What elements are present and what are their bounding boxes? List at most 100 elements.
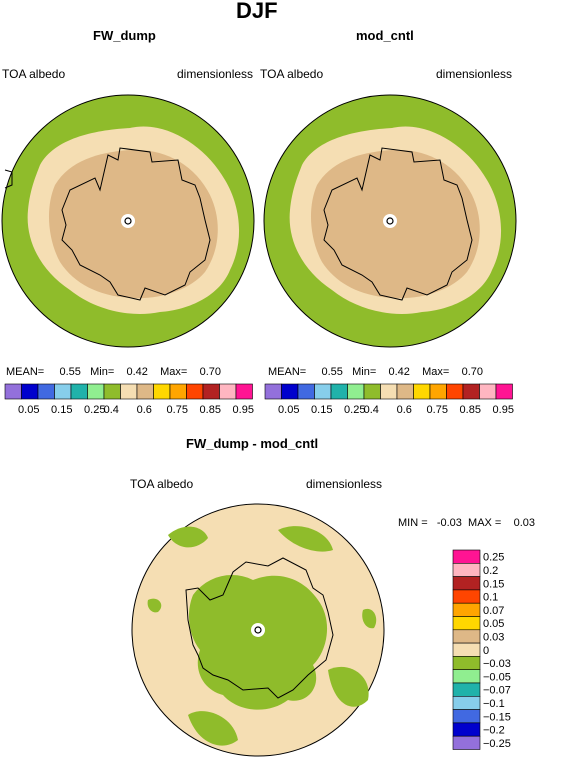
- colorbar-swatch: [452, 602, 481, 617]
- colorbar-tick-label: 0.25: [84, 404, 105, 416]
- colorbar-swatch: [347, 383, 365, 400]
- panel1-stats: MEAN= 0.55 Min= 0.42 Max= 0.70: [6, 366, 221, 378]
- min-label: Min=: [352, 366, 377, 378]
- max-value: 0.70: [199, 366, 222, 378]
- negative-anomaly-patch: [278, 526, 333, 552]
- colorbar-swatch: [452, 682, 481, 697]
- colorbar-tick-label: 0.05: [278, 404, 299, 416]
- colorbar-tick-label: 0.1: [483, 592, 498, 604]
- negative-anomaly-patch: [328, 666, 369, 707]
- colorbar-swatch: [452, 629, 481, 644]
- colorbar-tick-label: −0.05: [483, 671, 511, 683]
- diff-max-label: MAX =: [468, 517, 502, 529]
- panel2-variable-label: TOA albedo: [260, 67, 324, 81]
- colorbar-swatch: [314, 383, 332, 400]
- colorbar-swatch: [462, 383, 480, 400]
- pole-circle-icon: [251, 623, 265, 637]
- colorbar-swatch: [136, 383, 154, 400]
- colorbar-tick-label: −0.03: [483, 658, 511, 670]
- colorbar-swatch: [4, 383, 22, 400]
- diff-min-label: MIN =: [398, 517, 428, 529]
- colorbar-tick-label: 0: [483, 645, 489, 657]
- colorbar-swatch: [495, 383, 513, 400]
- negative-anomaly-patch: [362, 608, 377, 629]
- colorbar-swatch: [452, 669, 481, 684]
- panel1-variable-label: TOA albedo: [2, 67, 66, 81]
- colorbar-swatch: [452, 589, 481, 604]
- colorbar-tick-label: 0.75: [167, 404, 188, 416]
- panel2-units-label: dimensionless: [436, 67, 513, 81]
- diff-minmax: MIN = -0.03 MAX = 0.03: [398, 517, 535, 529]
- colorbar-swatch: [297, 383, 315, 400]
- pole-circle-icon: [121, 214, 135, 228]
- colorbar-tick-label: 0.95: [233, 404, 254, 416]
- colorbar-swatch: [479, 383, 497, 400]
- negative-anomaly-patch: [188, 711, 238, 746]
- colorbar-swatch: [235, 383, 253, 400]
- mean-label: MEAN=: [268, 366, 307, 378]
- colorbar-tick-label: 0.6: [397, 404, 412, 416]
- region-boundary-line: [61, 147, 211, 301]
- region-boundary-line: [323, 147, 473, 301]
- colorbar-tick-label: 0.25: [483, 552, 504, 564]
- max-label: Max=: [422, 366, 450, 378]
- colorbar-swatch: [219, 383, 237, 400]
- colorbar-swatch: [452, 563, 481, 577]
- colorbar-mod-cntl: 0.05 0.15 0.250.4 0.6 0.75 0.85 0.95: [264, 383, 514, 416]
- colorbar-tick-label: 0.05: [18, 404, 39, 416]
- figure-title: DJF: [236, 0, 278, 23]
- colorbar-swatch: [70, 383, 88, 400]
- colorbar-swatch: [452, 616, 481, 631]
- colorbar-swatch: [363, 383, 381, 400]
- panel2-stats: MEAN= 0.55 Min= 0.42 Max= 0.70: [268, 366, 483, 378]
- diff-units-label: dimensionless: [306, 477, 383, 491]
- max-label: Max=: [160, 366, 188, 378]
- diff-variable-label: TOA albedo: [130, 477, 194, 491]
- colorbar-swatch: [37, 383, 55, 400]
- region-boundary-line: [185, 557, 334, 699]
- colorbar-swatch: [87, 383, 105, 400]
- colorbar-tick-label: 0.15: [483, 578, 504, 590]
- colorbar-swatch: [54, 383, 72, 400]
- colorbar-swatch: [202, 383, 220, 400]
- colorbar-swatch: [452, 722, 481, 737]
- colorbar-swatch: [413, 383, 431, 400]
- colorbar-swatch: [396, 383, 414, 400]
- colorbar-tick-label: −0.2: [483, 725, 505, 737]
- colorbar-tick-label: 0.2: [483, 565, 498, 577]
- colorbar-tick-label: 0.15: [51, 404, 72, 416]
- diff-max-value: 0.03: [513, 517, 536, 529]
- negative-anomaly-patch: [147, 598, 162, 613]
- colorbar-tick-label: 0.75: [427, 404, 448, 416]
- colorbar-tick-label: 0.95: [493, 404, 514, 416]
- max-value: 0.70: [461, 366, 484, 378]
- min-value: 0.42: [388, 366, 410, 378]
- colorbar-tick-label: 0.07: [483, 605, 504, 617]
- colorbar-swatch: [452, 735, 481, 750]
- colorbar-tick-label: −0.1: [483, 698, 505, 710]
- colorbar-swatch: [120, 383, 138, 400]
- colorbar-swatch: [452, 656, 481, 671]
- colorbar-swatch: [452, 709, 481, 724]
- min-value: 0.42: [126, 366, 148, 378]
- coast-line-left: [4, 169, 13, 189]
- colorbar-swatch: [153, 383, 171, 400]
- colorbar-tick-label: 0.15: [311, 404, 332, 416]
- colorbar-swatch: [330, 383, 348, 400]
- colorbar-swatch: [380, 383, 398, 400]
- colorbar-tick-label: 0.6: [137, 404, 152, 416]
- colorbar-swatch: [264, 383, 282, 400]
- mean-label: MEAN=: [6, 366, 45, 378]
- pole-circle-icon: [383, 214, 397, 228]
- polar-map-difference: [131, 503, 385, 757]
- diff-min-value: -0.03: [436, 517, 462, 529]
- panel-title-fw-dump: FW_dump: [93, 28, 156, 43]
- colorbar-difference: 0.250.20.15 0.10.070.050.03 0−0.03−0.05 −0.…: [452, 549, 511, 750]
- colorbar-swatch: [429, 383, 447, 400]
- colorbar-tick-label: −0.07: [483, 685, 511, 697]
- panel1-units-label: dimensionless: [177, 67, 254, 81]
- colorbar-fw-dump: 0.05 0.15 0.250.4 0.6 0.75 0.85 0.95: [4, 383, 254, 416]
- colorbar-swatch: [452, 576, 481, 591]
- negative-anomaly-patch: [168, 526, 208, 548]
- colorbar-tick-label: 0.4: [364, 404, 379, 416]
